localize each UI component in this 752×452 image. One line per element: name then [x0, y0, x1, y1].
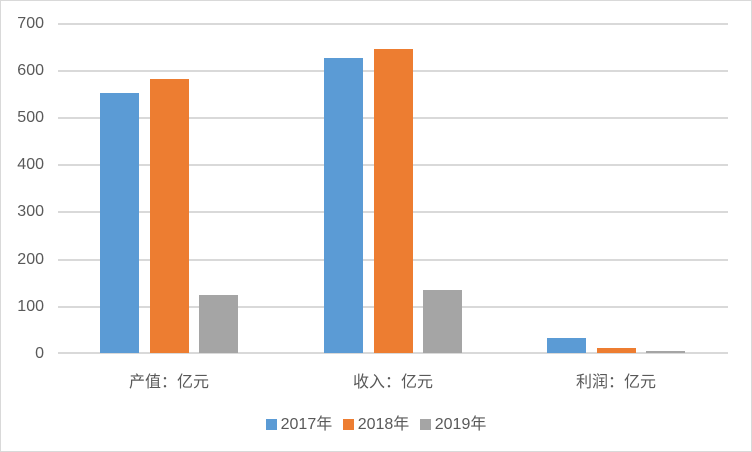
y-tick-label: 500 — [17, 109, 44, 126]
legend: 2017年 2018年 2019年 — [0, 410, 752, 434]
bar-2018年-利润：亿元 — [597, 348, 636, 353]
bar-2018年-收入：亿元 — [374, 49, 413, 353]
x-axis-line — [58, 352, 728, 354]
gridline-700 — [58, 23, 728, 25]
bar-2018年-产值：亿元 — [150, 79, 189, 353]
x-category-label: 收入：亿元 — [352, 374, 433, 391]
legend-item-2019[interactable]: 2019年 — [419, 410, 487, 434]
y-tick-label: 700 — [17, 15, 44, 32]
y-tick-label: 400 — [17, 156, 44, 173]
bar-2017年-产值：亿元 — [100, 93, 139, 353]
bar-2019年-利润：亿元 — [646, 351, 685, 353]
y-tick-label: 100 — [17, 298, 44, 315]
legend-item-2018[interactable]: 2018年 — [342, 410, 410, 434]
legend-label: 2017年 — [280, 416, 333, 433]
legend-item-2017[interactable]: 2017年 — [265, 410, 333, 434]
x-category-label: 产值：亿元 — [128, 374, 209, 391]
y-tick-label: 300 — [17, 203, 44, 220]
bar-2017年-收入：亿元 — [324, 58, 363, 353]
legend-swatch-icon — [265, 419, 277, 430]
y-tick-label: 600 — [17, 62, 44, 79]
bar-2019年-产值：亿元 — [199, 295, 238, 353]
legend-swatch-icon — [342, 419, 354, 430]
bar-2019年-收入：亿元 — [423, 290, 462, 353]
legend-label: 2019年 — [434, 416, 487, 433]
legend-swatch-icon — [419, 419, 431, 430]
y-tick-label: 200 — [17, 251, 44, 268]
x-category-label: 利润：亿元 — [575, 374, 656, 391]
legend-label: 2018年 — [357, 416, 410, 433]
bar-2017年-利润：亿元 — [547, 338, 586, 353]
y-tick-label: 0 — [35, 345, 44, 362]
